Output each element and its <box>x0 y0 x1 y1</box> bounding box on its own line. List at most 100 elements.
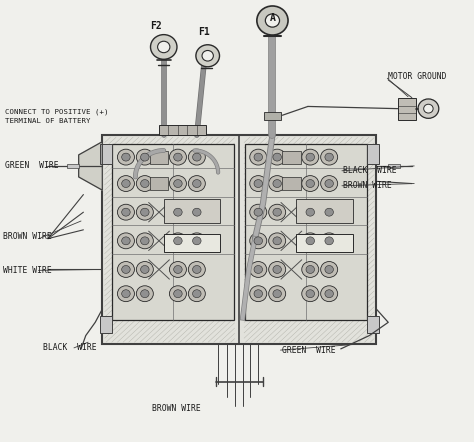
Circle shape <box>188 262 205 278</box>
Circle shape <box>269 233 286 249</box>
Circle shape <box>254 153 263 161</box>
Circle shape <box>188 204 205 220</box>
Bar <box>282 151 301 164</box>
Circle shape <box>137 286 154 301</box>
Circle shape <box>141 237 149 245</box>
Circle shape <box>424 104 433 113</box>
Circle shape <box>269 175 286 191</box>
Circle shape <box>325 237 333 245</box>
Circle shape <box>118 149 135 165</box>
Circle shape <box>188 233 205 249</box>
Bar <box>100 316 112 333</box>
Circle shape <box>173 153 182 161</box>
Circle shape <box>118 262 135 278</box>
Circle shape <box>188 286 205 301</box>
Bar <box>67 164 79 168</box>
Circle shape <box>141 266 149 274</box>
Circle shape <box>325 266 333 274</box>
Circle shape <box>250 233 267 249</box>
Circle shape <box>273 179 282 187</box>
Circle shape <box>192 290 201 297</box>
Circle shape <box>325 208 333 216</box>
Text: TERMINAL OF BATTERY: TERMINAL OF BATTERY <box>5 118 91 124</box>
Circle shape <box>192 266 201 274</box>
Text: MOTOR GROUND: MOTOR GROUND <box>388 72 447 81</box>
Circle shape <box>325 179 333 187</box>
Circle shape <box>137 175 154 191</box>
Circle shape <box>302 149 319 165</box>
Circle shape <box>320 233 337 249</box>
Bar <box>112 144 234 320</box>
Circle shape <box>141 179 149 187</box>
Bar <box>388 164 400 168</box>
Bar <box>264 112 281 120</box>
Circle shape <box>122 208 130 216</box>
Circle shape <box>137 204 154 220</box>
Circle shape <box>173 208 182 216</box>
Circle shape <box>306 179 315 187</box>
Circle shape <box>302 262 319 278</box>
Bar <box>367 316 379 333</box>
Text: GREEN  WIRE: GREEN WIRE <box>5 161 59 171</box>
Text: WHITE WIRE: WHITE WIRE <box>3 266 52 275</box>
Circle shape <box>306 153 315 161</box>
Circle shape <box>273 266 282 274</box>
Bar <box>296 234 353 252</box>
Circle shape <box>269 262 286 278</box>
Bar <box>100 144 112 164</box>
Circle shape <box>141 290 149 297</box>
Circle shape <box>250 175 267 191</box>
Circle shape <box>169 286 186 301</box>
Bar <box>164 199 220 223</box>
Polygon shape <box>79 142 102 190</box>
Text: BROWN WIRE: BROWN WIRE <box>152 404 201 413</box>
Text: F1: F1 <box>198 27 210 37</box>
Circle shape <box>418 99 439 118</box>
Circle shape <box>302 286 319 301</box>
Circle shape <box>122 237 130 245</box>
Circle shape <box>302 233 319 249</box>
Circle shape <box>254 208 263 216</box>
Circle shape <box>254 237 263 245</box>
Circle shape <box>250 262 267 278</box>
Circle shape <box>250 149 267 165</box>
Bar <box>150 177 168 190</box>
Circle shape <box>269 149 286 165</box>
Circle shape <box>273 290 282 297</box>
Circle shape <box>137 233 154 249</box>
Circle shape <box>173 179 182 187</box>
Circle shape <box>269 204 286 220</box>
Circle shape <box>257 6 288 35</box>
Text: BROWN WIRE: BROWN WIRE <box>343 181 392 190</box>
Circle shape <box>273 237 282 245</box>
Circle shape <box>173 266 182 274</box>
Circle shape <box>250 204 267 220</box>
Circle shape <box>265 14 280 27</box>
Circle shape <box>118 286 135 301</box>
Circle shape <box>137 262 154 278</box>
Circle shape <box>173 237 182 245</box>
Circle shape <box>169 262 186 278</box>
Circle shape <box>157 41 170 53</box>
Circle shape <box>192 237 201 245</box>
Circle shape <box>273 208 282 216</box>
Text: BROWN WIRE: BROWN WIRE <box>3 232 52 241</box>
Circle shape <box>118 204 135 220</box>
Text: BLACK  WIRE: BLACK WIRE <box>43 343 97 352</box>
Circle shape <box>151 34 177 59</box>
Circle shape <box>320 149 337 165</box>
Circle shape <box>169 233 186 249</box>
Circle shape <box>141 153 149 161</box>
Bar <box>398 98 416 120</box>
Circle shape <box>320 286 337 301</box>
Bar <box>102 135 376 344</box>
Circle shape <box>320 262 337 278</box>
Circle shape <box>188 175 205 191</box>
Circle shape <box>122 290 130 297</box>
Bar <box>296 199 353 223</box>
Circle shape <box>306 266 315 274</box>
Circle shape <box>122 153 130 161</box>
Circle shape <box>325 290 333 297</box>
Circle shape <box>118 233 135 249</box>
Bar <box>282 177 301 190</box>
